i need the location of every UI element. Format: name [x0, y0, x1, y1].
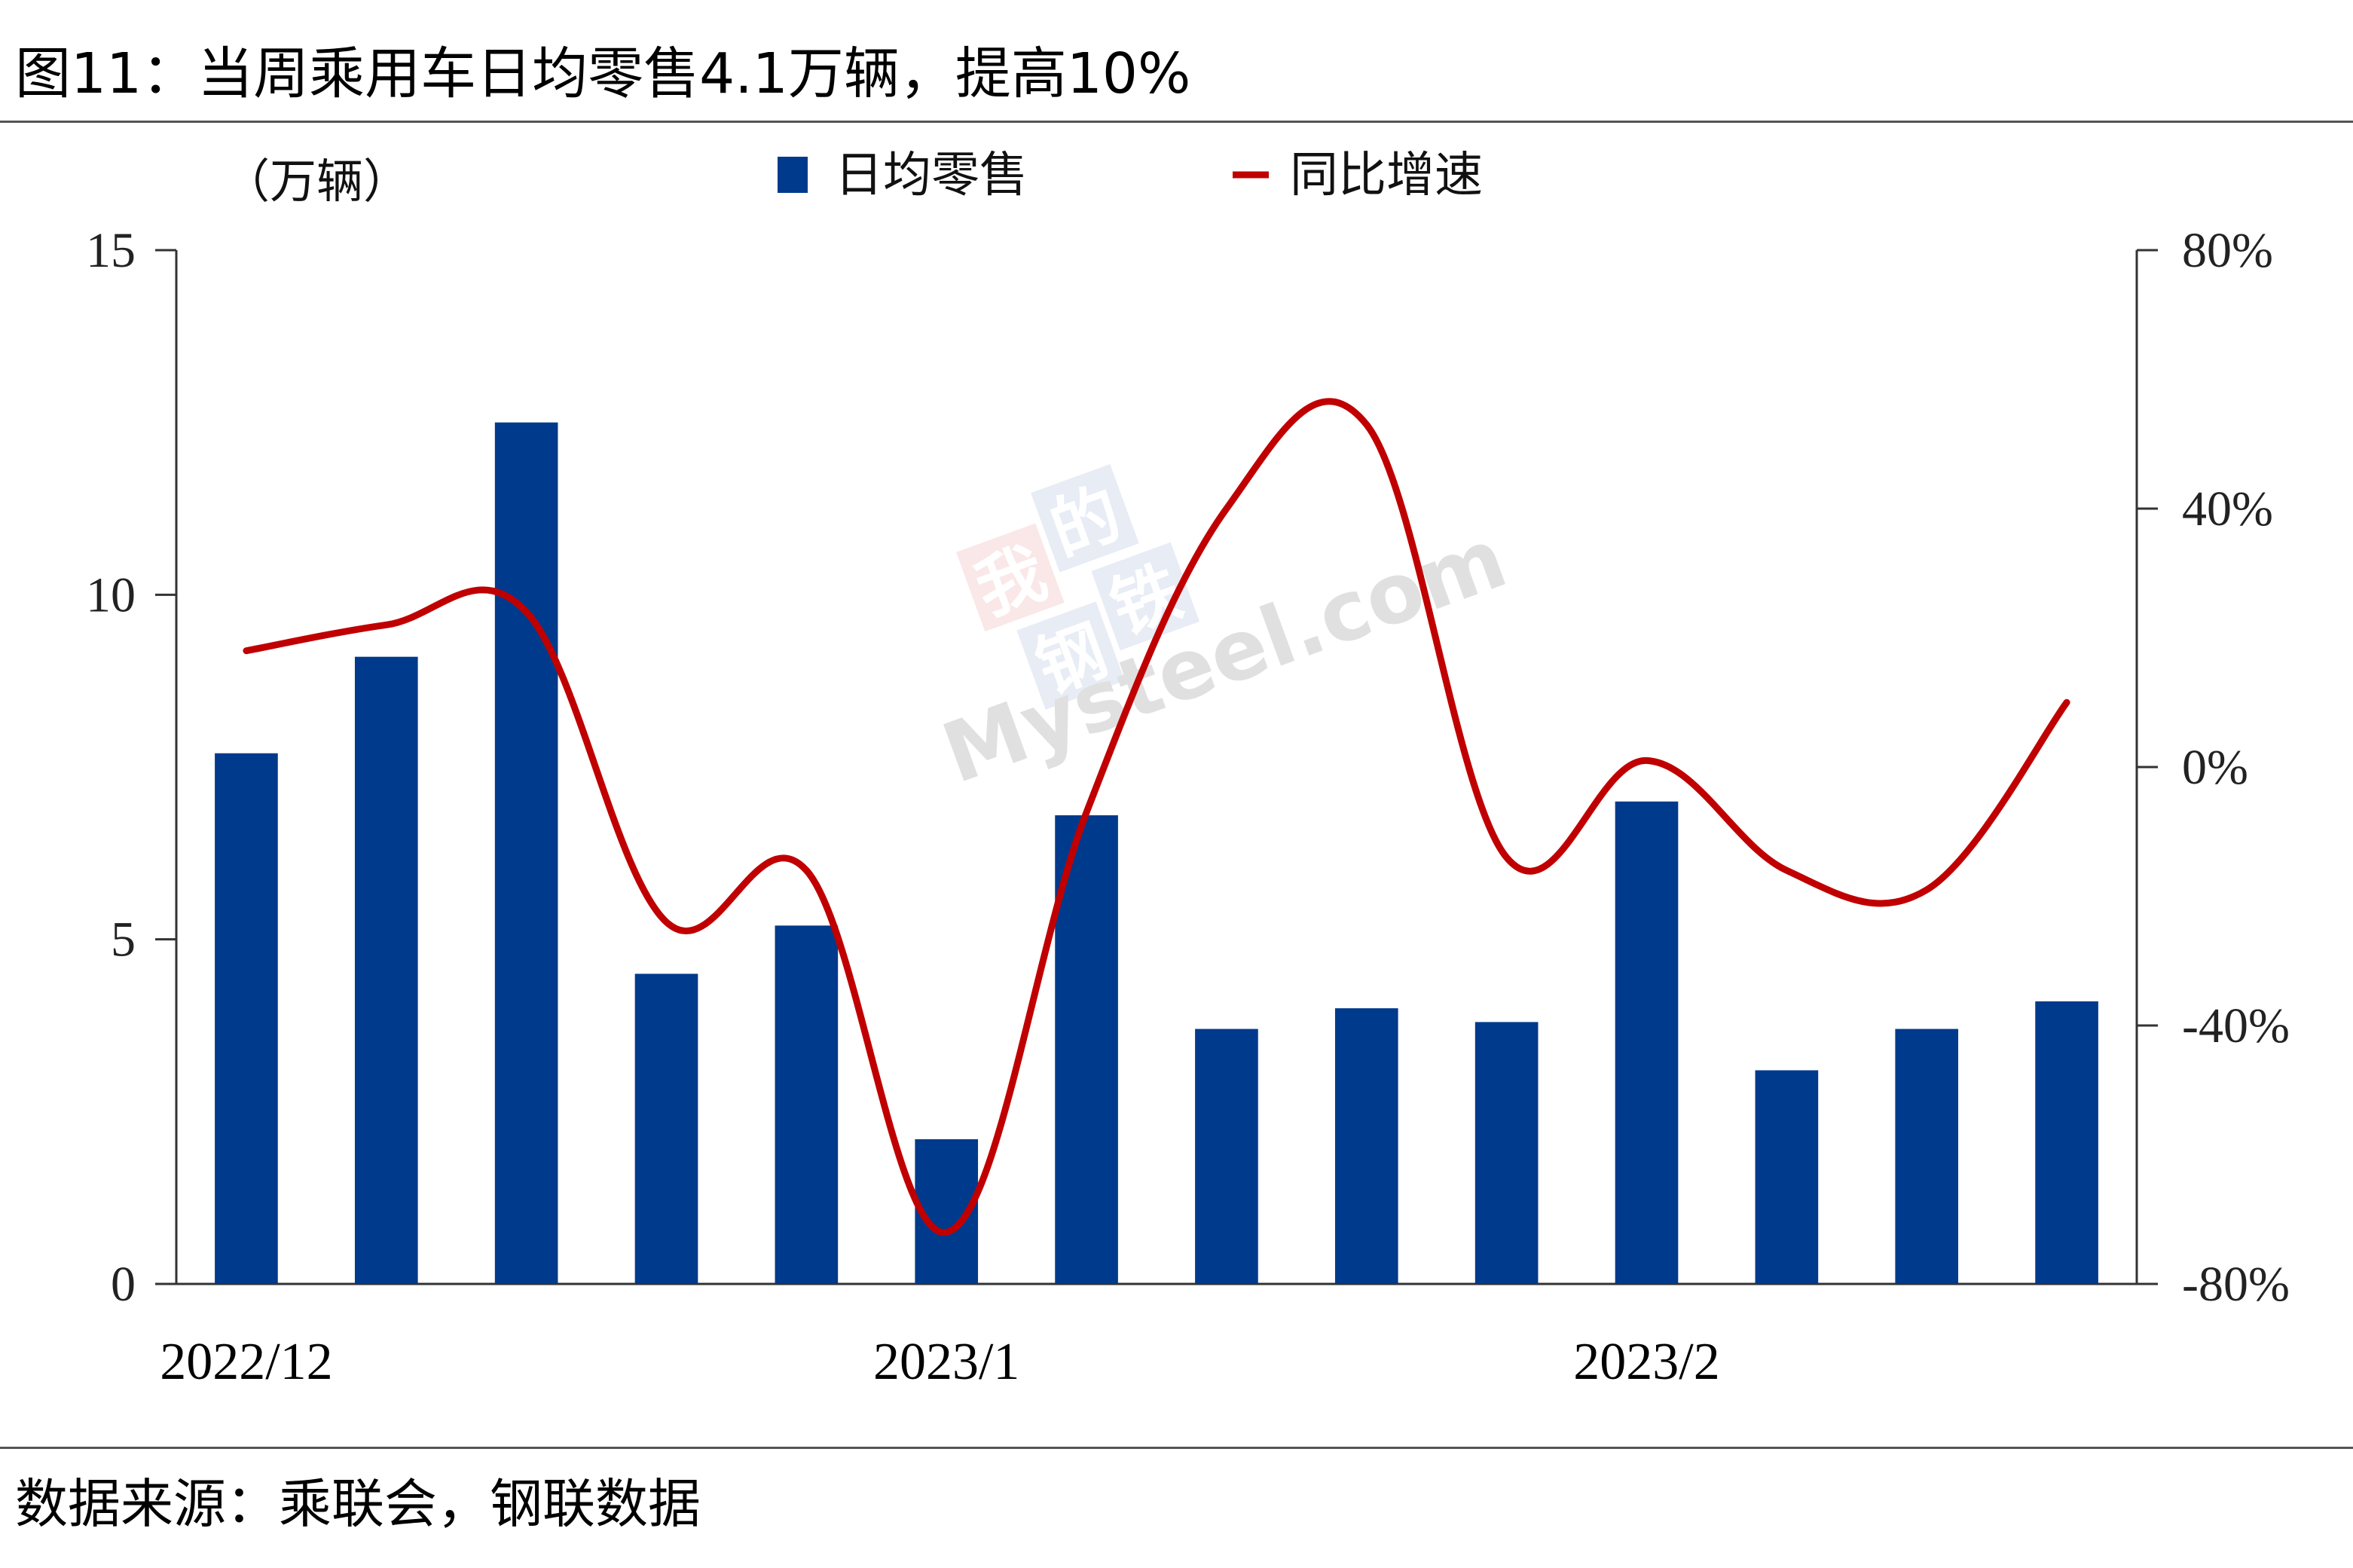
left-axis-tick-label: 0 — [111, 1257, 136, 1312]
bar — [494, 422, 558, 1284]
watermark-tile — [956, 523, 1065, 632]
title-divider — [0, 121, 2353, 123]
legend-label-line: 同比增速 — [1290, 148, 1483, 203]
x-axis-label: 2022/12 — [160, 1333, 332, 1391]
bar — [1895, 1029, 1959, 1284]
legend-label-bars: 日均零售 — [835, 148, 1028, 203]
bar — [2035, 1001, 2098, 1284]
bar — [1195, 1029, 1258, 1284]
bar — [775, 925, 839, 1284]
bar — [634, 974, 698, 1284]
bar — [215, 753, 278, 1284]
bar — [354, 656, 418, 1284]
line-path — [243, 398, 2070, 1236]
x-axis-label: 2023/2 — [1573, 1333, 1719, 1391]
left-axis-tick-label: 10 — [86, 567, 136, 622]
left-axis-tick-label: 5 — [111, 912, 136, 967]
line-series — [243, 398, 2070, 1236]
bar-series — [215, 422, 2098, 1284]
watermark-tile — [1031, 463, 1139, 573]
axes — [155, 249, 2158, 1285]
data-source: 数据来源：乘联会，钢联数据 — [15, 1473, 701, 1535]
legend: 日均零售 同比增速 — [778, 148, 1483, 203]
bar — [1474, 1022, 1539, 1284]
bar — [1334, 1008, 1398, 1284]
right-axis-tick-label: 40% — [2182, 481, 2273, 536]
right-axis-tick-label: -80% — [2182, 1257, 2290, 1312]
chart-title: 图11：当周乘用车日均零售4.1万辆，提高10% — [15, 41, 1191, 106]
legend-swatch-bars — [778, 157, 808, 193]
left-axis-tick-label: 15 — [86, 223, 136, 278]
right-axis-tick-label: 0% — [2182, 740, 2248, 795]
bar — [1755, 1070, 1819, 1284]
watermark-tile — [1091, 542, 1199, 651]
source-divider — [0, 1447, 2353, 1449]
right-axis-tick-label: 80% — [2182, 223, 2273, 278]
x-axis-label: 2023/1 — [873, 1333, 1019, 1391]
bar — [1055, 815, 1118, 1284]
right-axis-tick-label: -40% — [2182, 998, 2290, 1053]
bar — [1615, 801, 1679, 1284]
left-axis-unit-label: （万辆） — [223, 154, 410, 209]
axis-labels: 0 5 10 15 -80% -40% 0% 40% 80% 2022/12 2023/1 2023/… — [86, 154, 2290, 1391]
watermark-tile — [1016, 601, 1125, 710]
